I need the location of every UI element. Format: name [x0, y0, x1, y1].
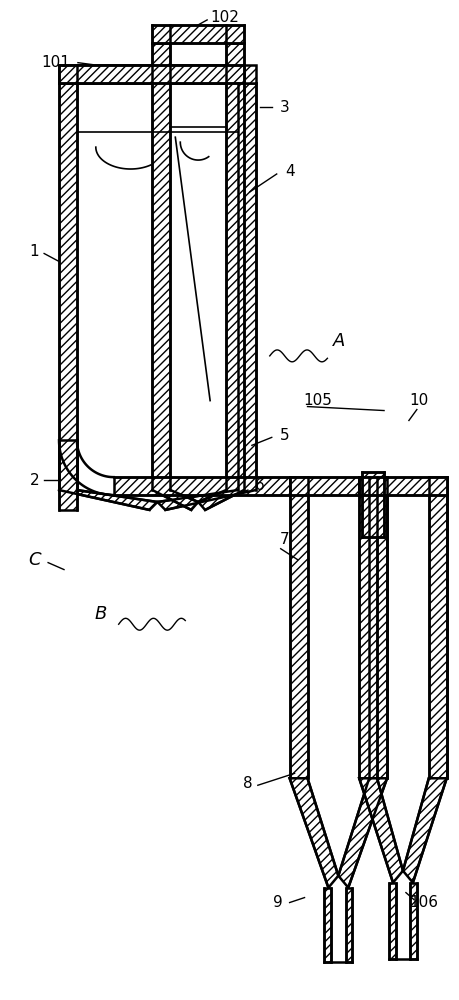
- Bar: [59, 65, 244, 83]
- Text: 3: 3: [280, 100, 290, 115]
- Polygon shape: [170, 490, 226, 502]
- Polygon shape: [157, 490, 256, 510]
- Bar: [290, 477, 308, 778]
- Bar: [346, 888, 352, 962]
- Text: 10: 10: [409, 393, 428, 408]
- Bar: [369, 477, 387, 778]
- Bar: [308, 477, 369, 778]
- Bar: [59, 440, 77, 510]
- Bar: [429, 477, 447, 778]
- Bar: [362, 472, 384, 537]
- Bar: [238, 83, 256, 490]
- Text: B: B: [95, 605, 107, 623]
- Text: 7: 7: [280, 532, 290, 547]
- Bar: [59, 65, 256, 83]
- Bar: [152, 43, 170, 490]
- Polygon shape: [290, 778, 338, 888]
- Polygon shape: [77, 490, 238, 502]
- Text: 4: 4: [285, 164, 294, 179]
- Polygon shape: [152, 490, 198, 510]
- Text: A: A: [333, 332, 346, 350]
- Text: 101: 101: [42, 55, 71, 70]
- Text: C: C: [28, 551, 40, 569]
- Bar: [290, 477, 387, 495]
- Text: 6: 6: [255, 478, 265, 493]
- Bar: [410, 883, 417, 959]
- Bar: [226, 43, 244, 490]
- Text: 9: 9: [273, 895, 283, 910]
- Bar: [77, 83, 238, 490]
- Text: 105: 105: [303, 393, 332, 408]
- Text: 2: 2: [29, 473, 39, 488]
- Bar: [152, 25, 244, 43]
- Bar: [389, 883, 396, 959]
- Polygon shape: [359, 778, 403, 883]
- Polygon shape: [403, 778, 447, 883]
- Text: 5: 5: [280, 428, 290, 443]
- Bar: [359, 477, 377, 778]
- Bar: [170, 43, 226, 490]
- Bar: [114, 477, 290, 495]
- Text: 106: 106: [409, 895, 438, 910]
- Polygon shape: [198, 490, 244, 510]
- Text: 8: 8: [243, 776, 253, 791]
- Polygon shape: [59, 490, 157, 510]
- Bar: [377, 477, 429, 778]
- Bar: [59, 83, 77, 490]
- Bar: [359, 477, 447, 495]
- Text: 102: 102: [211, 10, 240, 25]
- Text: 1: 1: [29, 244, 39, 259]
- Polygon shape: [338, 778, 387, 888]
- Bar: [325, 888, 331, 962]
